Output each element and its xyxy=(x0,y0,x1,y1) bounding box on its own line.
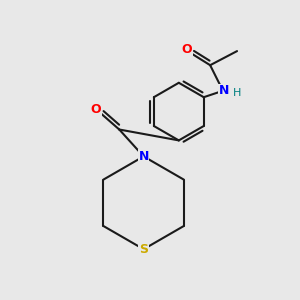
Text: O: O xyxy=(182,43,192,56)
Text: N: N xyxy=(138,150,149,163)
Text: H: H xyxy=(233,88,241,98)
Text: N: N xyxy=(219,84,230,97)
Text: S: S xyxy=(139,243,148,256)
Text: O: O xyxy=(90,103,101,116)
